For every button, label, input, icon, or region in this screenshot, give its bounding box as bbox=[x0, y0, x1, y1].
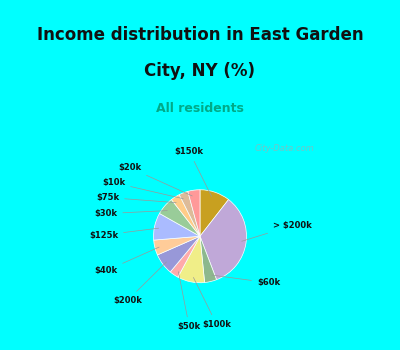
Wedge shape bbox=[160, 199, 200, 236]
Wedge shape bbox=[200, 199, 246, 280]
Text: City, NY (%): City, NY (%) bbox=[144, 62, 256, 79]
Text: $10k: $10k bbox=[102, 178, 183, 199]
Text: All residents: All residents bbox=[156, 102, 244, 115]
Wedge shape bbox=[178, 236, 205, 283]
Wedge shape bbox=[200, 236, 216, 282]
Wedge shape bbox=[188, 190, 200, 236]
Text: Income distribution in East Garden: Income distribution in East Garden bbox=[37, 26, 363, 44]
Text: $50k: $50k bbox=[178, 272, 201, 331]
Text: $100k: $100k bbox=[194, 278, 231, 329]
Text: $20k: $20k bbox=[118, 163, 192, 196]
Text: > $200k: > $200k bbox=[242, 221, 312, 241]
Text: $60k: $60k bbox=[212, 275, 280, 287]
Wedge shape bbox=[154, 214, 200, 240]
Wedge shape bbox=[172, 195, 200, 236]
Text: $75k: $75k bbox=[96, 193, 176, 203]
Text: City-Data.com: City-Data.com bbox=[255, 144, 314, 153]
Wedge shape bbox=[179, 191, 200, 236]
Wedge shape bbox=[154, 236, 200, 255]
Text: $125k: $125k bbox=[89, 228, 159, 239]
Text: $30k: $30k bbox=[94, 209, 167, 218]
Text: $150k: $150k bbox=[175, 147, 212, 196]
Text: $40k: $40k bbox=[94, 247, 159, 275]
Wedge shape bbox=[200, 190, 228, 236]
Wedge shape bbox=[158, 236, 200, 272]
Wedge shape bbox=[170, 236, 200, 277]
Text: $200k: $200k bbox=[113, 262, 166, 305]
